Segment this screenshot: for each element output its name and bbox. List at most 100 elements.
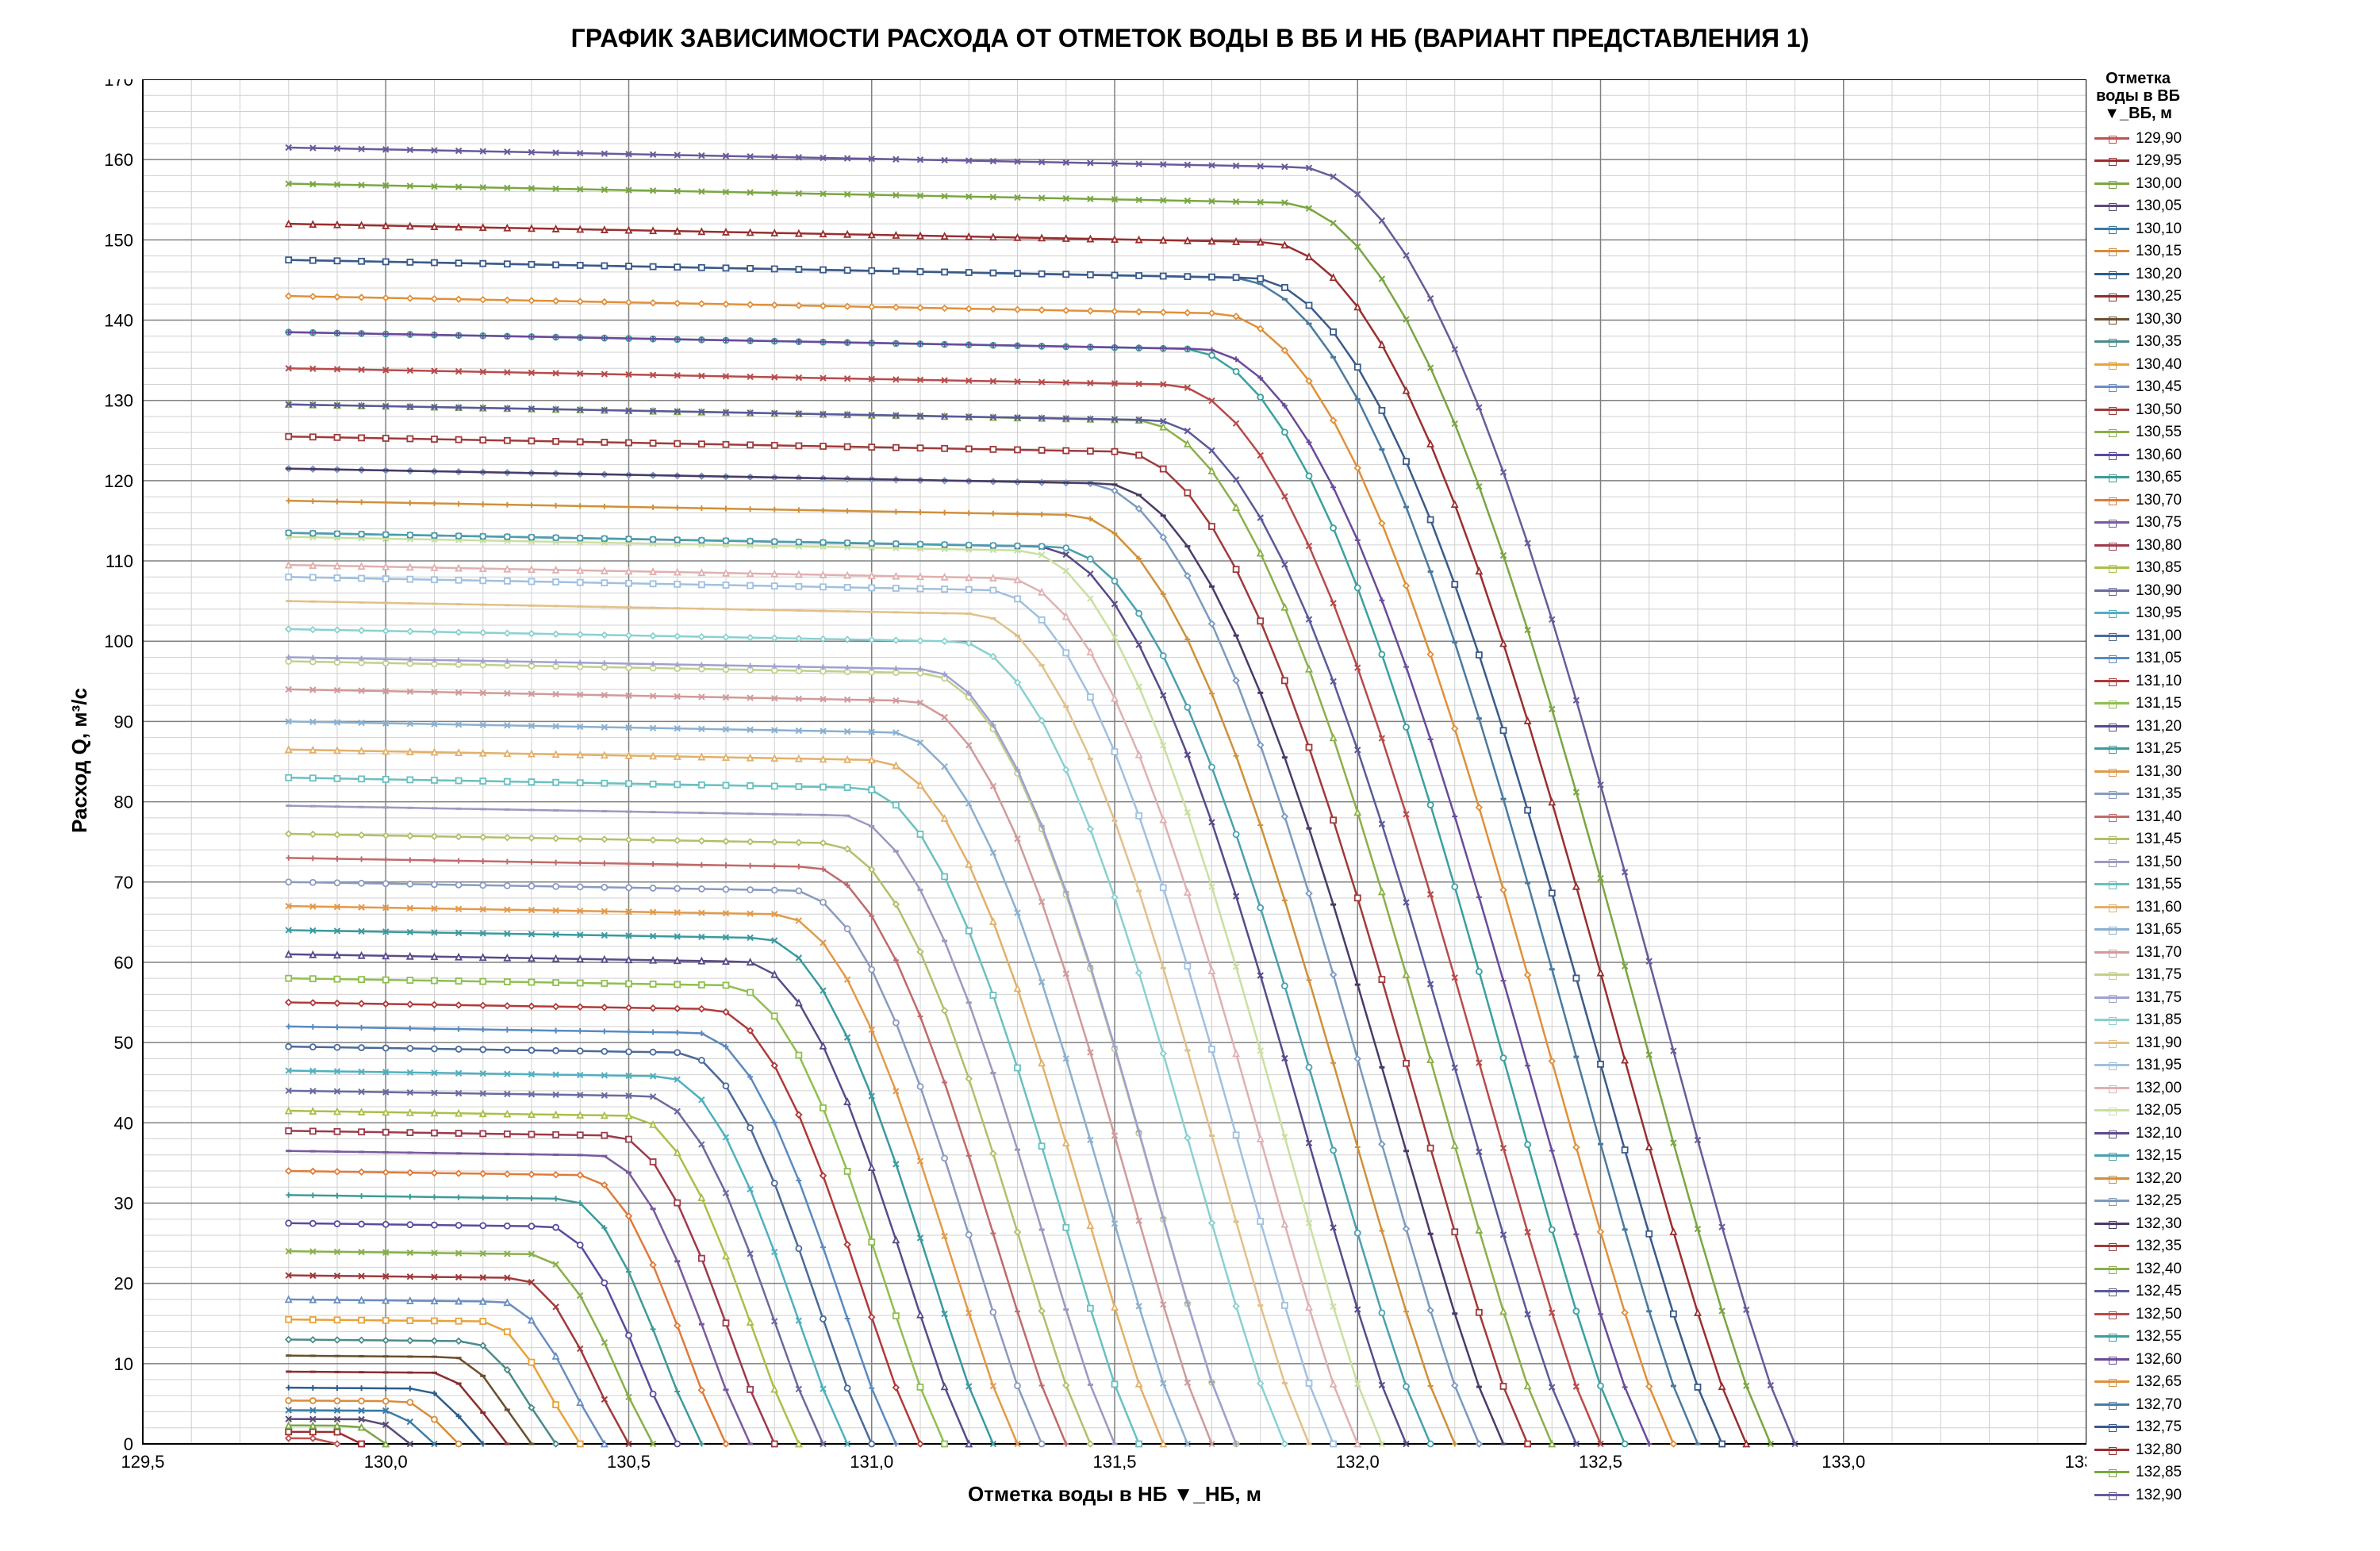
legend-item: 129,95 bbox=[2094, 150, 2182, 173]
legend-label: 131,05 bbox=[2136, 651, 2182, 666]
x-tick-label: 133,5 bbox=[2064, 1452, 2086, 1472]
y-tick-label: 140 bbox=[104, 311, 133, 331]
legend-swatch bbox=[2094, 635, 2129, 637]
legend-swatch bbox=[2094, 1200, 2129, 1202]
legend-item: 131,45 bbox=[2094, 828, 2182, 851]
y-tick-label: 130 bbox=[104, 391, 133, 411]
y-tick-label: 80 bbox=[114, 793, 133, 812]
legend-item: 130,35 bbox=[2094, 331, 2182, 354]
legend-swatch bbox=[2094, 409, 2129, 411]
legend-swatch bbox=[2094, 1358, 2129, 1361]
legend-swatch bbox=[2094, 1154, 2129, 1157]
y-tick-label: 90 bbox=[114, 712, 133, 731]
legend-swatch bbox=[2094, 1426, 2129, 1428]
legend-item: 132,70 bbox=[2094, 1393, 2182, 1416]
legend-label: 131,40 bbox=[2136, 809, 2182, 824]
legend-item: 131,60 bbox=[2094, 896, 2182, 919]
y-tick-label: 120 bbox=[104, 471, 133, 491]
legend-item: 131,00 bbox=[2094, 624, 2182, 647]
legend-item: 131,95 bbox=[2094, 1054, 2182, 1077]
legend-label: 132,90 bbox=[2136, 1488, 2182, 1503]
legend-swatch bbox=[2094, 1313, 2129, 1315]
legend-swatch bbox=[2094, 431, 2129, 433]
legend-item: 131,55 bbox=[2094, 873, 2182, 896]
legend-label: 132,00 bbox=[2136, 1081, 2182, 1096]
legend-swatch bbox=[2094, 838, 2129, 840]
legend-item: 132,90 bbox=[2094, 1484, 2182, 1507]
legend-label: 131,00 bbox=[2136, 628, 2182, 643]
legend-item: 131,20 bbox=[2094, 715, 2182, 738]
y-tick-label: 30 bbox=[114, 1193, 133, 1213]
legend-item: 132,45 bbox=[2094, 1280, 2182, 1303]
legend-label: 131,20 bbox=[2136, 719, 2182, 734]
legend-swatch bbox=[2094, 386, 2129, 388]
legend-swatch bbox=[2094, 1245, 2129, 1247]
legend-label: 131,60 bbox=[2136, 900, 2182, 915]
y-tick-label: 70 bbox=[114, 873, 133, 893]
legend-label: 130,40 bbox=[2136, 357, 2182, 372]
legend-item: 130,40 bbox=[2094, 353, 2182, 376]
legend-label: 132,45 bbox=[2136, 1284, 2182, 1299]
legend-label: 130,90 bbox=[2136, 583, 2182, 598]
legend-label: 131,65 bbox=[2136, 922, 2182, 937]
legend-swatch bbox=[2094, 1019, 2129, 1021]
legend-label: 131,70 bbox=[2136, 945, 2182, 960]
legend-swatch bbox=[2094, 1109, 2129, 1111]
legend-label: 132,65 bbox=[2136, 1374, 2182, 1389]
legend-swatch bbox=[2094, 996, 2129, 999]
y-axis-label: Расход Q, м³/с bbox=[67, 688, 92, 833]
legend-item: 132,85 bbox=[2094, 1461, 2182, 1484]
legend-item: 132,60 bbox=[2094, 1348, 2182, 1371]
y-tick-label: 60 bbox=[114, 953, 133, 973]
legend-label: 130,85 bbox=[2136, 560, 2182, 575]
legend-label: 130,05 bbox=[2136, 198, 2182, 213]
legend-label: 132,80 bbox=[2136, 1442, 2182, 1457]
legend-swatch bbox=[2094, 1087, 2129, 1089]
legend-label: 132,20 bbox=[2136, 1171, 2182, 1186]
legend-item: 130,70 bbox=[2094, 489, 2182, 512]
legend-label: 131,50 bbox=[2136, 854, 2182, 870]
legend-label: 131,10 bbox=[2136, 674, 2182, 689]
legend-item: 130,05 bbox=[2094, 195, 2182, 218]
y-tick-label: 10 bbox=[114, 1354, 133, 1374]
legend-swatch bbox=[2094, 793, 2129, 795]
legend-label: 130,50 bbox=[2136, 402, 2182, 417]
legend-label: 130,25 bbox=[2136, 289, 2182, 304]
legend-swatch bbox=[2094, 725, 2129, 728]
y-tick-label: 100 bbox=[104, 632, 133, 651]
x-tick-label: 133,0 bbox=[1821, 1452, 1865, 1472]
legend-swatch bbox=[2094, 1042, 2129, 1044]
legend-swatch bbox=[2094, 1132, 2129, 1134]
legend-swatch bbox=[2094, 454, 2129, 456]
legend-swatch bbox=[2094, 1380, 2129, 1383]
legend-item: 131,75 bbox=[2094, 964, 2182, 987]
legend-item: 131,70 bbox=[2094, 941, 2182, 964]
legend-item: 130,75 bbox=[2094, 512, 2182, 535]
legend-label: 131,35 bbox=[2136, 786, 2182, 801]
legend-swatch bbox=[2094, 340, 2129, 343]
legend-label: 131,85 bbox=[2136, 1012, 2182, 1027]
legend: Отметка воды в ВБ ▼_ВБ, м 129,90129,9513… bbox=[2094, 70, 2182, 1507]
legend-item: 130,80 bbox=[2094, 534, 2182, 557]
legend-swatch bbox=[2094, 1449, 2129, 1451]
legend-label: 132,40 bbox=[2136, 1261, 2182, 1277]
legend-label: 131,30 bbox=[2136, 764, 2182, 779]
legend-swatch bbox=[2094, 973, 2129, 976]
y-tick-label: 40 bbox=[114, 1113, 133, 1133]
legend-label: 132,60 bbox=[2136, 1352, 2182, 1367]
legend-swatch bbox=[2094, 928, 2129, 931]
legend-label: 130,35 bbox=[2136, 334, 2182, 349]
legend-item: 132,80 bbox=[2094, 1438, 2182, 1461]
legend-swatch bbox=[2094, 1290, 2129, 1292]
legend-label: 131,55 bbox=[2136, 877, 2182, 892]
legend-item: 131,85 bbox=[2094, 1009, 2182, 1032]
legend-item: 130,90 bbox=[2094, 579, 2182, 602]
y-tick-label: 160 bbox=[104, 150, 133, 170]
legend-swatch bbox=[2094, 1064, 2129, 1066]
x-tick-label: 130,5 bbox=[607, 1452, 651, 1472]
legend-swatch bbox=[2094, 1223, 2129, 1225]
legend-label: 132,55 bbox=[2136, 1329, 2182, 1344]
legend-swatch bbox=[2094, 1494, 2129, 1496]
legend-item: 131,35 bbox=[2094, 783, 2182, 806]
legend-item: 132,00 bbox=[2094, 1077, 2182, 1100]
